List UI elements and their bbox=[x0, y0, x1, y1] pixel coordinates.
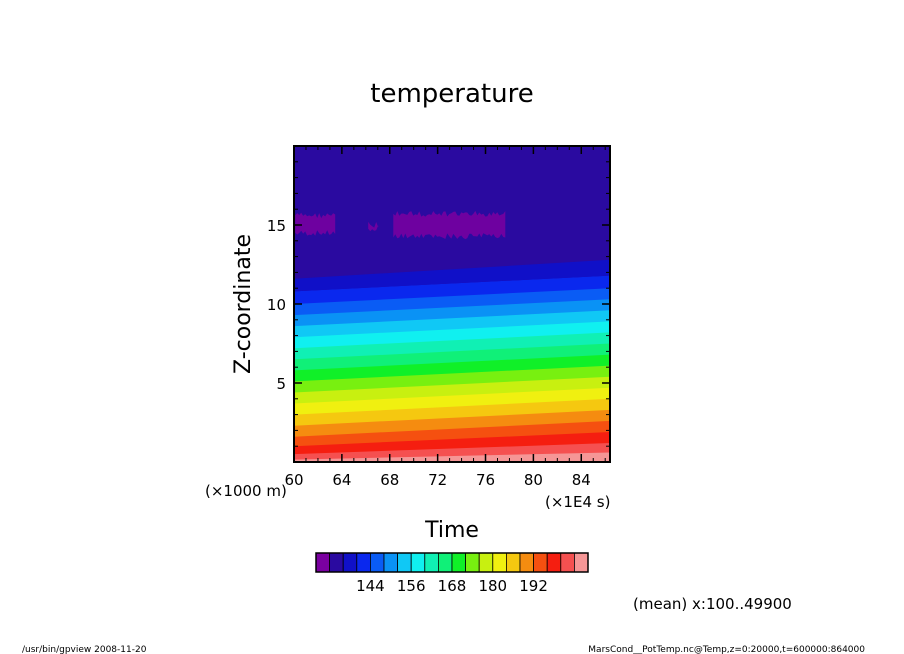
colorbar-cell bbox=[356, 552, 371, 573]
colorbar-cell bbox=[437, 552, 453, 573]
colorbar-cell bbox=[505, 552, 521, 573]
heatmap-fill bbox=[294, 146, 610, 462]
y-axis-ticks: 5 10 15 bbox=[267, 161, 610, 447]
colorbar-tick-label: 180 bbox=[478, 577, 507, 595]
x-axis-label: Time bbox=[424, 518, 479, 543]
chart-title: temperature bbox=[370, 79, 533, 109]
colorbar-tick-label: 168 bbox=[438, 577, 467, 595]
purple-patch-2 bbox=[393, 210, 506, 240]
x-axis-unit: (×1E4 s) bbox=[545, 493, 610, 511]
colorbar-cell bbox=[574, 552, 589, 573]
colorbar bbox=[315, 552, 589, 573]
x-tick-label: 84 bbox=[572, 471, 591, 489]
colorbar-cell bbox=[451, 552, 467, 573]
x-tick-label: 64 bbox=[332, 471, 351, 489]
y-axis-unit: (×1000 m) bbox=[205, 482, 287, 500]
colorbar-cell bbox=[546, 552, 562, 573]
colorbar-cell bbox=[383, 552, 399, 573]
footer-left: /usr/bin/gpview 2008-11-20 bbox=[22, 645, 147, 654]
y-tick-label: 10 bbox=[267, 296, 286, 314]
x-tick-label: 76 bbox=[476, 471, 495, 489]
y-tick-label: 5 bbox=[276, 375, 286, 393]
colorbar-cell bbox=[560, 552, 575, 573]
band-upper-blue bbox=[294, 259, 610, 292]
colorbar-cell bbox=[492, 552, 507, 573]
colorbar-tick-label: 192 bbox=[519, 577, 548, 595]
purple-patch-1 bbox=[368, 221, 379, 232]
band-16 bbox=[294, 452, 610, 462]
colorbar-tick-label: 144 bbox=[356, 577, 385, 595]
colorbar-cell bbox=[329, 552, 344, 573]
purple-patch-0 bbox=[295, 212, 336, 236]
colorbar-cell bbox=[478, 552, 494, 573]
x-tick-label: 68 bbox=[380, 471, 399, 489]
colorbar-cell bbox=[397, 552, 412, 573]
colorbar-cell bbox=[533, 552, 548, 573]
colorbar-cell bbox=[315, 552, 331, 573]
colorbar-cell bbox=[369, 552, 385, 573]
y-axis-label: Z-coordinate bbox=[231, 234, 256, 374]
colorbar-frame bbox=[315, 552, 589, 573]
colorbar-cell bbox=[410, 552, 426, 573]
x-tick-label: 72 bbox=[428, 471, 447, 489]
x-axis-ticks: 60 64 68 72 76 80 84 bbox=[284, 146, 606, 489]
x-tick-label: 80 bbox=[524, 471, 543, 489]
colorbar-cell bbox=[424, 552, 439, 573]
footer-right: MarsCond__PotTemp.nc@Temp,z=0:20000,t=60… bbox=[588, 645, 865, 654]
colorbar-tick-label: 156 bbox=[397, 577, 426, 595]
colorbar-cell bbox=[465, 552, 480, 573]
y-tick-label: 15 bbox=[267, 217, 286, 235]
purple-patches bbox=[295, 210, 506, 240]
colorbar-labels: 144 156 168 180 192 bbox=[356, 577, 548, 595]
x-tick-label: 60 bbox=[284, 471, 303, 489]
colorbar-cell bbox=[519, 552, 535, 573]
colorbar-cell bbox=[342, 552, 358, 573]
mean-annotation: (mean) x:100..49900 bbox=[633, 595, 792, 613]
